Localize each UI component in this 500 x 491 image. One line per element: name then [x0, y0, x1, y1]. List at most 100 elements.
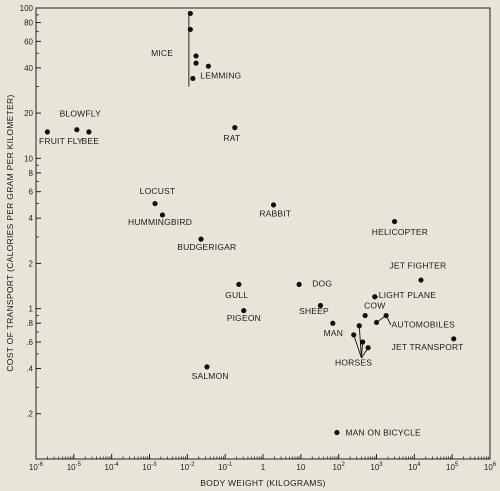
data-point	[270, 202, 277, 208]
point-label: PIGEON	[227, 313, 261, 323]
y-tick-label: 1	[29, 305, 34, 314]
data-points	[44, 10, 457, 436]
x-axis-title: BODY WEIGHT (KILOGRAMS)	[200, 478, 326, 488]
point-label: AUTOMOBILES	[392, 319, 456, 329]
x-tick-exponent: -4	[113, 462, 119, 468]
x-tick-exponent: -2	[189, 462, 195, 468]
x-tick-label: 10	[296, 463, 305, 472]
x-tick-label: 102	[333, 462, 346, 472]
data-point	[190, 75, 196, 82]
x-axis-ticks: 10-6 10-5 10-4 10-3 10-2 10-1 1 10 102 103 104 105 1…	[29, 454, 497, 472]
x-tick-label: 10-6	[29, 462, 44, 472]
y-tick-label: 40	[24, 64, 33, 73]
y-tick-label: .2	[26, 410, 33, 419]
data-point	[391, 218, 398, 225]
y-tick-label: 20	[24, 109, 33, 118]
x-tick-base: 10	[484, 463, 493, 472]
x-tick-exponent: 2	[341, 462, 345, 468]
x-tick-base: 10	[296, 463, 305, 472]
data-point	[205, 63, 211, 69]
y-tick-label: 10	[24, 154, 33, 163]
data-point	[362, 312, 368, 319]
annotation-line	[376, 315, 387, 323]
point-label: BEE	[82, 136, 100, 146]
x-tick-label: 10-4	[105, 462, 120, 472]
annotation-arrows	[188, 11, 392, 359]
point-label: FRUIT FLY	[39, 136, 83, 146]
x-tick-exponent: -1	[227, 462, 233, 468]
data-point	[334, 429, 340, 436]
y-tick-label: .8	[26, 319, 33, 328]
x-tick-label: 105	[446, 462, 459, 472]
x-tick-base: 10	[180, 463, 189, 472]
y-tick-label: 2	[29, 259, 34, 268]
x-tick-exponent: 5	[455, 462, 459, 468]
x-tick-base: 10	[29, 463, 38, 472]
x-tick-label: 10-2	[180, 462, 195, 472]
point-label: LIGHT PLANE	[379, 290, 436, 300]
annotation-line	[360, 341, 364, 358]
point-label: HUMMINGBIRD	[128, 217, 192, 227]
x-tick-label: 103	[370, 462, 383, 472]
x-tick-exponent: 6	[493, 462, 497, 468]
annotation-line	[385, 315, 392, 326]
data-point	[296, 281, 302, 288]
x-tick-exponent: -6	[38, 462, 44, 468]
x-tick-label: 10-3	[142, 462, 157, 472]
x-tick-label: 104	[408, 462, 421, 472]
x-tick-base: 10	[142, 463, 151, 472]
data-point	[159, 212, 166, 218]
x-tick-base: 10	[408, 463, 417, 472]
data-point	[418, 277, 424, 283]
x-tick-exponent: 3	[379, 462, 383, 468]
x-tick-base: 10	[446, 463, 455, 472]
point-label: LOCUST	[140, 186, 176, 196]
point-label: GULL	[225, 290, 248, 300]
point-label: HELICOPTER	[372, 227, 428, 237]
point-label: COW	[364, 301, 385, 311]
data-point	[198, 236, 204, 242]
y-tick-label: 6	[29, 188, 34, 197]
y-tick-label: 100	[20, 4, 34, 13]
data-point	[86, 129, 92, 135]
y-tick-label: 60	[24, 37, 33, 46]
point-label: SALMON	[192, 371, 229, 381]
point-label: MICE	[151, 48, 173, 58]
data-point	[74, 127, 80, 133]
data-point	[44, 129, 50, 135]
y-tick-label: 8	[29, 169, 34, 178]
x-tick-label: 10-1	[218, 462, 233, 472]
y-tick-label: 4	[29, 214, 34, 223]
point-label: HORSES	[335, 357, 372, 367]
x-tick-exponent: 4	[417, 462, 421, 468]
data-point	[330, 320, 336, 326]
y-axis-title: COST OF TRANSPORT (CALORIES PER GRAM PER…	[5, 94, 15, 371]
point-label: BUDGERIGAR	[177, 242, 236, 252]
data-point	[193, 60, 199, 66]
x-tick-base: 1	[261, 463, 266, 472]
y-tick-label: .4	[26, 364, 33, 373]
x-tick-base: 10	[218, 463, 227, 472]
point-label: DOG	[312, 279, 332, 289]
point-label: JET TRANSPORT	[392, 342, 464, 352]
x-tick-exponent: -3	[151, 462, 157, 468]
point-label: LEMMING	[200, 70, 241, 80]
y-tick-label: .6	[26, 338, 33, 347]
data-point	[232, 125, 238, 131]
point-label: SHEEP	[299, 306, 329, 316]
point-label: JET FIGHTER	[389, 261, 446, 271]
y-tick-label: 80	[24, 19, 33, 28]
x-tick-base: 10	[67, 463, 76, 472]
x-tick-label: 10-5	[67, 462, 82, 472]
data-point	[317, 302, 324, 309]
point-label: MAN	[324, 328, 344, 338]
x-tick-exponent: -5	[76, 462, 82, 468]
data-point	[193, 53, 199, 59]
x-tick-base: 10	[370, 463, 379, 472]
data-point	[152, 200, 158, 207]
y-axis-ticks: 100 80 60 40 20 10 8 6 4 2 1 .8 .6 .4 .2	[20, 4, 41, 419]
x-tick-label: 1	[261, 463, 266, 472]
annotation-line	[353, 334, 362, 359]
